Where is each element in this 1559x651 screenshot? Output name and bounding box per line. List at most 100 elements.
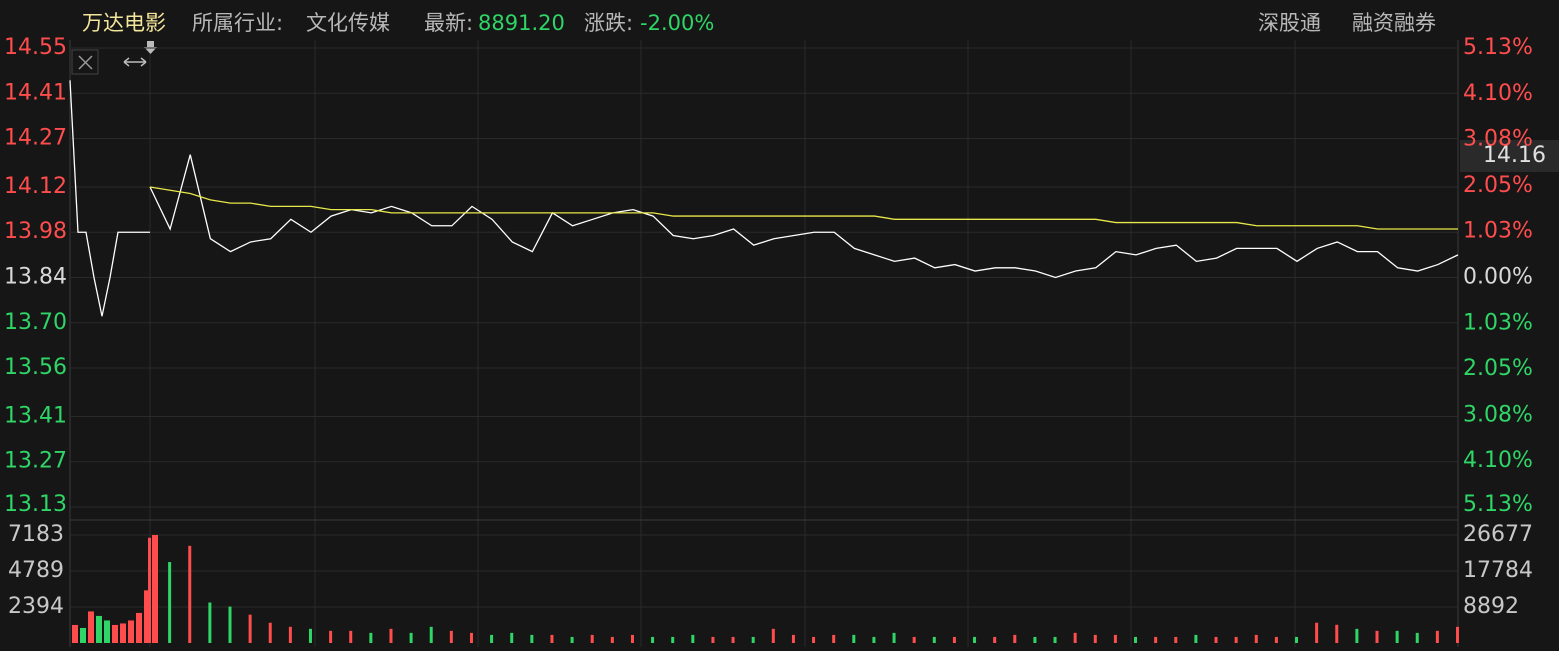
volume-bar <box>369 632 373 643</box>
volume-bar <box>112 624 118 643</box>
volume-bar <box>610 636 614 643</box>
volume-bar <box>510 632 514 643</box>
y2-tick-label: 1.03% <box>1463 218 1533 243</box>
volume-bar <box>1435 630 1439 643</box>
volume-y2-tick-label: 26677 <box>1463 522 1533 547</box>
volume-bar <box>771 628 775 643</box>
volume-tick-label: 2394 <box>8 594 64 619</box>
volume-bar <box>973 636 977 643</box>
volume-bar <box>1093 634 1097 643</box>
close-icon <box>78 55 93 70</box>
volume-bar <box>1415 632 1419 643</box>
volume-bar <box>872 636 876 643</box>
volume-bar <box>329 630 333 643</box>
volume-bar <box>1073 632 1077 643</box>
y2-tick-label: 5.13% <box>1463 35 1533 60</box>
volume-bar <box>791 634 795 643</box>
tag-sz-connect[interactable]: 深股通 <box>1258 11 1321 35</box>
volume-bar <box>1234 636 1238 643</box>
volume-bar <box>429 626 433 643</box>
volume-bar <box>1134 636 1138 643</box>
volume-bar <box>1053 636 1057 643</box>
y2-tick-label: 4.10% <box>1463 448 1533 473</box>
y-tick-label: 14.12 <box>4 174 67 199</box>
change-label: 涨跌: <box>584 11 633 35</box>
volume-bar <box>731 636 735 643</box>
volume-bar <box>152 535 158 643</box>
y2-tick-label: 3.08% <box>1463 402 1533 427</box>
volume-bar <box>1194 634 1198 643</box>
volume-bar <box>1154 636 1158 643</box>
volume-bar <box>630 634 634 643</box>
volume-bar <box>912 636 916 643</box>
y2-tick-label: 4.10% <box>1463 81 1533 106</box>
volume-bar <box>590 634 594 643</box>
volume-bar <box>993 636 997 643</box>
volume-bar <box>691 634 695 643</box>
y-tick-label: 13.84 <box>4 265 67 290</box>
volume-bar <box>852 634 856 643</box>
volume-bar <box>144 590 150 643</box>
volume-bar <box>1214 636 1218 643</box>
y2-tick-label: 2.05% <box>1463 173 1533 198</box>
y2-tick-label: 1.03% <box>1463 311 1533 336</box>
y-tick-label: 14.55 <box>4 35 67 60</box>
vertical-grid <box>149 40 1296 647</box>
tag-margin[interactable]: 融资融券 <box>1352 11 1436 35</box>
volume-bar <box>550 634 554 643</box>
volume-bar <box>449 630 453 643</box>
volume-bar <box>389 628 393 643</box>
price-line <box>69 80 150 317</box>
volume-bar <box>72 624 78 643</box>
volume-bar <box>168 562 172 643</box>
volume-tick-label: 4789 <box>8 558 64 583</box>
volume-bar <box>892 632 896 643</box>
volume-bar <box>932 636 936 643</box>
y-tick-label: 13.13 <box>4 492 67 517</box>
volume-bar <box>651 636 655 643</box>
latest-label: 最新: <box>424 11 473 35</box>
last-price-box <box>1460 140 1559 172</box>
volume-bar <box>711 636 715 643</box>
volume-bar <box>952 636 956 643</box>
volume-bar <box>1375 630 1379 643</box>
volume-bar <box>349 630 353 643</box>
volume-bar <box>248 614 252 643</box>
volume-y2-tick-label: 8892 <box>1463 594 1519 619</box>
volume-bar <box>136 612 142 643</box>
volume-bar <box>1395 630 1399 643</box>
volume-bar <box>104 620 110 643</box>
stock-name[interactable]: 万达电影 <box>82 11 166 35</box>
close-button[interactable] <box>71 49 99 75</box>
y-tick-label: 13.56 <box>4 355 67 380</box>
industry[interactable]: 文化传媒 <box>306 11 390 35</box>
volume-bar <box>469 632 473 643</box>
price-line <box>149 154 1459 279</box>
volume-bar <box>671 636 675 643</box>
volume-bar <box>751 636 755 643</box>
volume-y2-tick-label: 17784 <box>1463 558 1533 583</box>
volume-bar <box>409 632 413 643</box>
volume-bar <box>308 628 312 643</box>
volume-bar <box>288 626 292 643</box>
volume-bar <box>148 537 151 643</box>
volume-bar <box>490 634 494 643</box>
last-price: 14.16 <box>1483 143 1546 168</box>
y2-tick-label: 0.00% <box>1463 265 1533 290</box>
volume-tick-label: 7183 <box>8 522 64 547</box>
y-tick-label: 13.98 <box>4 219 67 244</box>
volume-bar <box>96 615 102 643</box>
volume-bar <box>1456 626 1459 643</box>
volume-bar <box>812 636 816 643</box>
volume-bar <box>268 622 272 643</box>
volume-bar <box>188 545 192 643</box>
average-line <box>149 186 1458 230</box>
volume-bar <box>208 602 212 643</box>
y-tick-label: 14.41 <box>4 80 67 105</box>
volume-bar <box>228 606 232 643</box>
y-tick-label: 14.27 <box>4 126 67 151</box>
expand-icon[interactable] <box>123 57 147 67</box>
volume-bar <box>1174 636 1178 643</box>
